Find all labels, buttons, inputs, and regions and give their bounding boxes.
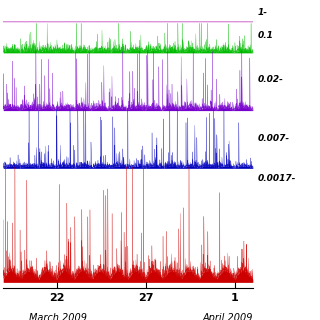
- Text: 0.007-: 0.007-: [258, 134, 290, 143]
- Text: 0.0017-: 0.0017-: [258, 174, 296, 183]
- Text: 1-: 1-: [258, 8, 268, 17]
- Text: 0.1: 0.1: [258, 31, 274, 40]
- Text: April 2009: April 2009: [203, 313, 253, 320]
- Text: 0.02-: 0.02-: [258, 75, 284, 84]
- Text: March 2009: March 2009: [29, 313, 87, 320]
